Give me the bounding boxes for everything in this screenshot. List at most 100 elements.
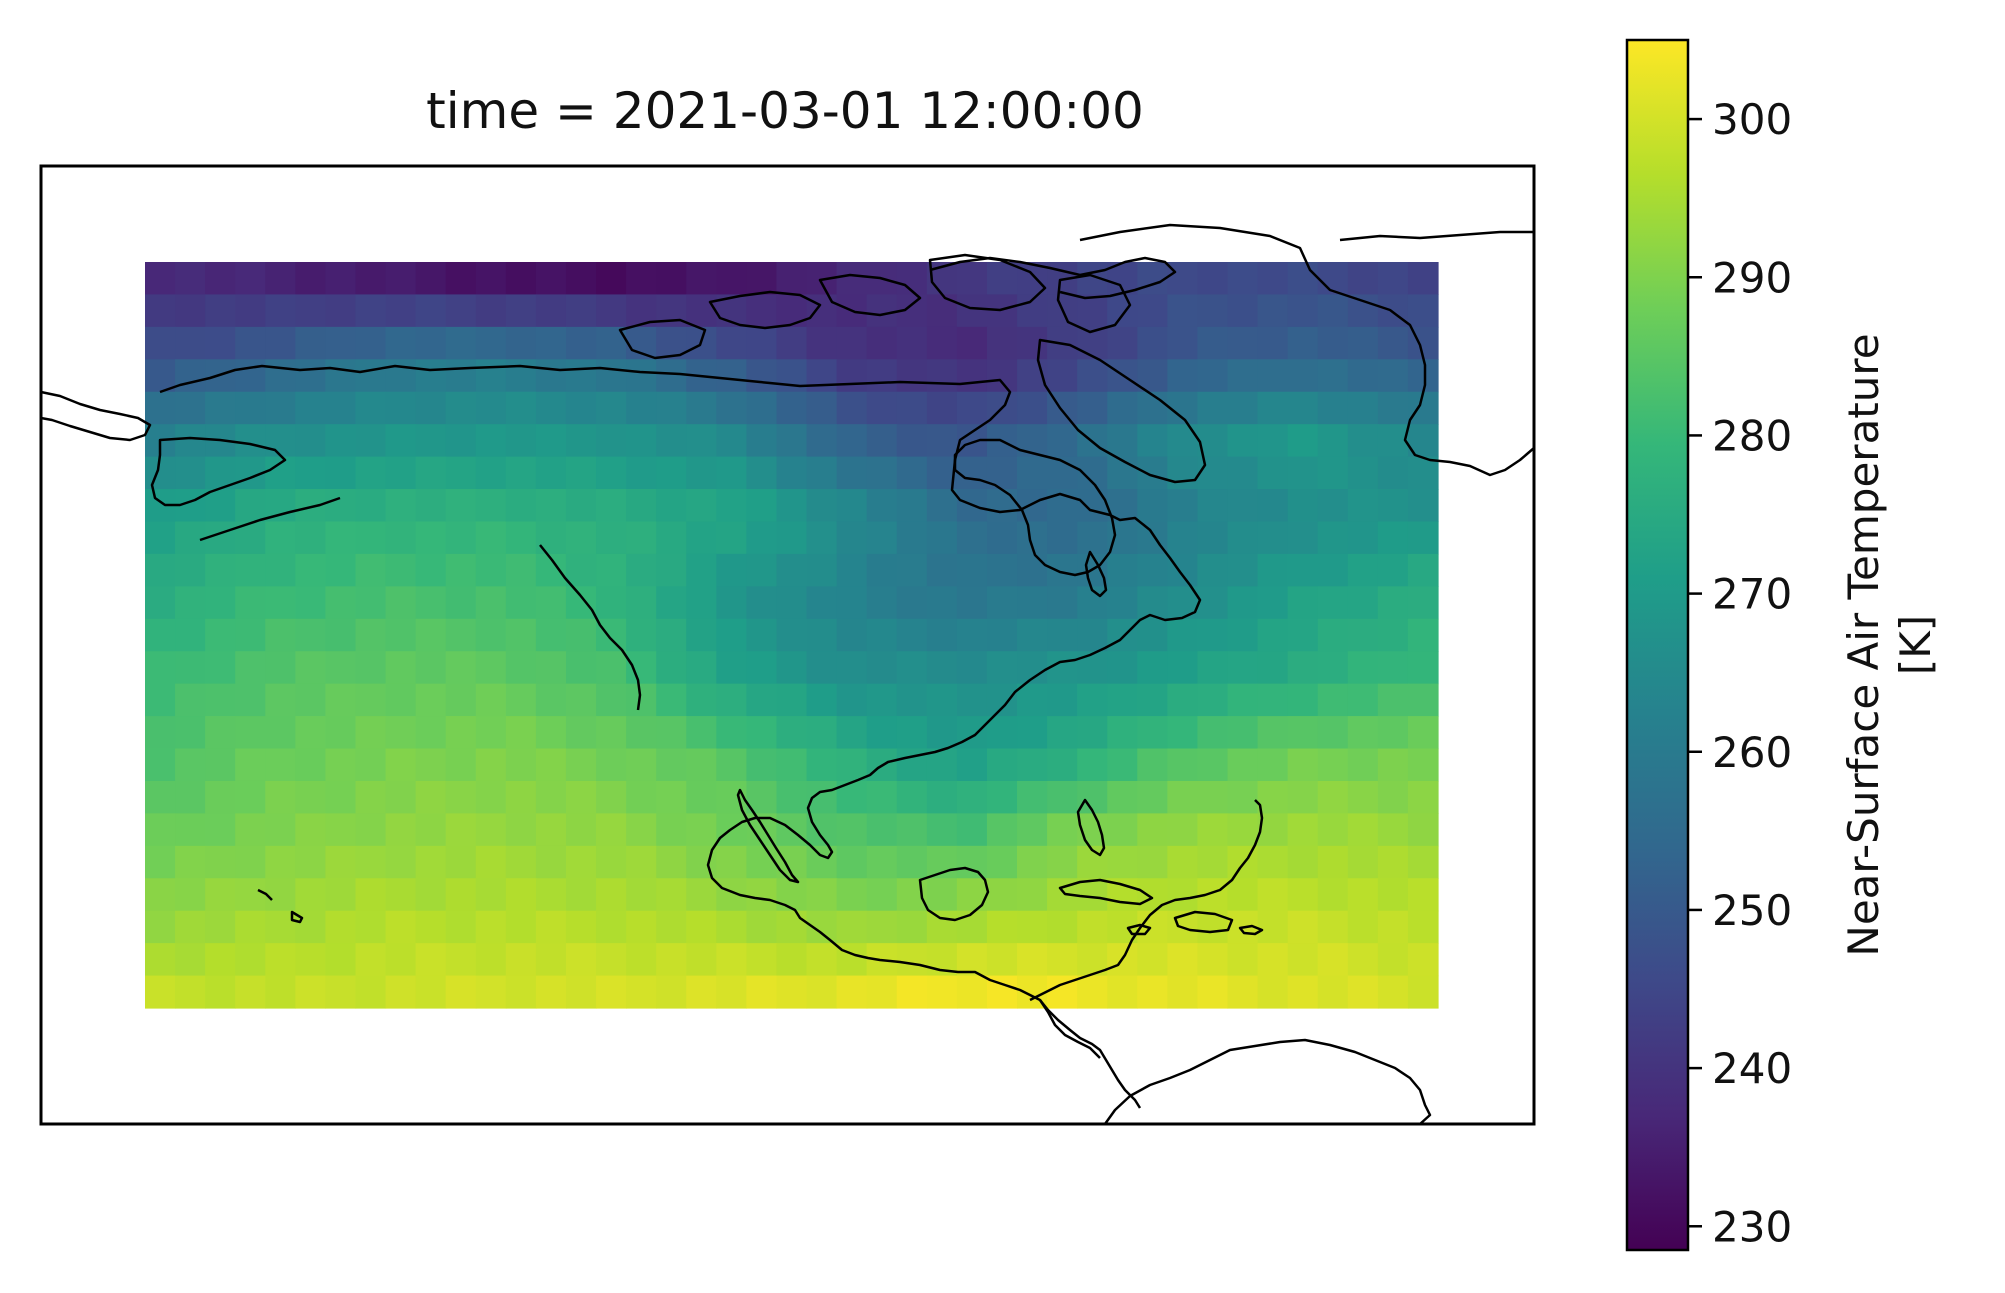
heat-cell: [866, 553, 898, 587]
heat-cell: [1227, 716, 1259, 750]
heat-cell: [175, 683, 206, 717]
heat-cell: [235, 683, 266, 717]
heat-cell: [986, 910, 1018, 944]
coastline-baffin: [1036, 338, 1207, 484]
heat-cell: [265, 748, 296, 782]
heat-cell: [1167, 489, 1199, 523]
heat-cell: [1347, 748, 1379, 782]
heat-cell: [145, 943, 176, 977]
heat-cell: [596, 553, 627, 587]
heat-cell: [626, 910, 657, 944]
heat-cell: [325, 424, 357, 458]
heat-cell: [235, 391, 266, 425]
heat-cell: [1077, 359, 1108, 393]
heat-cell: [986, 813, 1018, 847]
heat-cell: [505, 359, 537, 393]
heat-cell: [1137, 975, 1168, 1009]
heat-cell: [175, 456, 206, 490]
heat-cell: [535, 294, 567, 328]
heat-cell: [1107, 553, 1138, 587]
heat-cell: [1047, 359, 1078, 393]
heat-cell: [776, 391, 808, 425]
heat-cell: [806, 651, 838, 685]
heat-cell: [1347, 910, 1379, 944]
heat-cell: [295, 391, 327, 425]
heat-cell: [1317, 359, 1349, 393]
temperature-grid: [145, 262, 1439, 1009]
heat-cell: [956, 813, 988, 847]
heat-cell: [956, 943, 988, 977]
heat-cell: [385, 521, 417, 555]
heat-cell: [896, 845, 928, 879]
heat-cell: [175, 618, 206, 652]
heat-cell: [866, 326, 898, 360]
heat-cell: [475, 975, 507, 1009]
heat-cell: [1017, 489, 1048, 523]
heat-cell: [535, 359, 567, 393]
heat-cell: [445, 489, 477, 523]
heat-cell: [1107, 780, 1138, 814]
heat-cell: [505, 262, 537, 296]
heat-cell: [1197, 553, 1229, 587]
heat-cell: [1047, 521, 1078, 555]
heat-cell: [325, 651, 357, 685]
heat-cell: [1137, 489, 1168, 523]
coastline-florida: [1076, 798, 1106, 857]
heat-cell: [1227, 651, 1259, 685]
heat-cell: [896, 489, 928, 523]
heat-cell: [355, 262, 387, 296]
heat-cell: [746, 845, 778, 879]
heat-cell: [235, 424, 266, 458]
heat-cell: [1167, 618, 1199, 652]
heat-cell: [145, 326, 176, 360]
heat-cell: [836, 553, 868, 587]
heat-cell: [205, 813, 236, 847]
heat-cell: [1257, 878, 1289, 912]
heat-cell: [175, 813, 206, 847]
heat-cell: [535, 780, 567, 814]
coastline-central-america: [1038, 999, 1101, 1059]
heat-cell: [956, 359, 988, 393]
heat-cell: [175, 651, 206, 685]
heat-cell: [1287, 489, 1319, 523]
heat-cell: [385, 975, 417, 1009]
heat-cell: [1197, 748, 1229, 782]
heat-cell: [355, 618, 387, 652]
heat-cell: [746, 683, 778, 717]
heat-cell: [355, 651, 387, 685]
heat-cell: [385, 489, 417, 523]
heat-cell: [535, 975, 567, 1009]
heat-cell: [355, 683, 387, 717]
heat-cell: [475, 262, 507, 296]
heat-cell: [175, 424, 206, 458]
heat-cell: [295, 878, 327, 912]
heat-cell: [866, 910, 898, 944]
heat-cell: [355, 489, 387, 523]
heat-cell: [295, 845, 327, 879]
heat-cell: [295, 294, 327, 328]
heat-cell: [686, 456, 717, 490]
heat-cell: [926, 521, 958, 555]
heat-cell: [596, 391, 627, 425]
heat-cell: [325, 391, 357, 425]
heat-cell: [1047, 943, 1078, 977]
heat-cell: [445, 391, 477, 425]
heat-cell: [746, 391, 778, 425]
heat-cell: [565, 262, 597, 296]
heat-cell: [1287, 294, 1319, 328]
heat-cell: [836, 683, 868, 717]
heat-cell: [1287, 910, 1319, 944]
heat-cell: [1407, 748, 1439, 782]
heat-cell: [1287, 391, 1319, 425]
colorbar-tick-label: 240: [1712, 1044, 1792, 1093]
heat-cell: [1257, 975, 1289, 1009]
heat-cell: [1017, 878, 1048, 912]
heat-cell: [896, 391, 928, 425]
heat-cell: [1317, 943, 1349, 977]
heat-cell: [1107, 813, 1138, 847]
heat-cell: [445, 780, 477, 814]
heat-cell: [626, 618, 657, 652]
heat-cell: [175, 943, 206, 977]
heat-cell: [1257, 780, 1289, 814]
heat-cell: [475, 326, 507, 360]
